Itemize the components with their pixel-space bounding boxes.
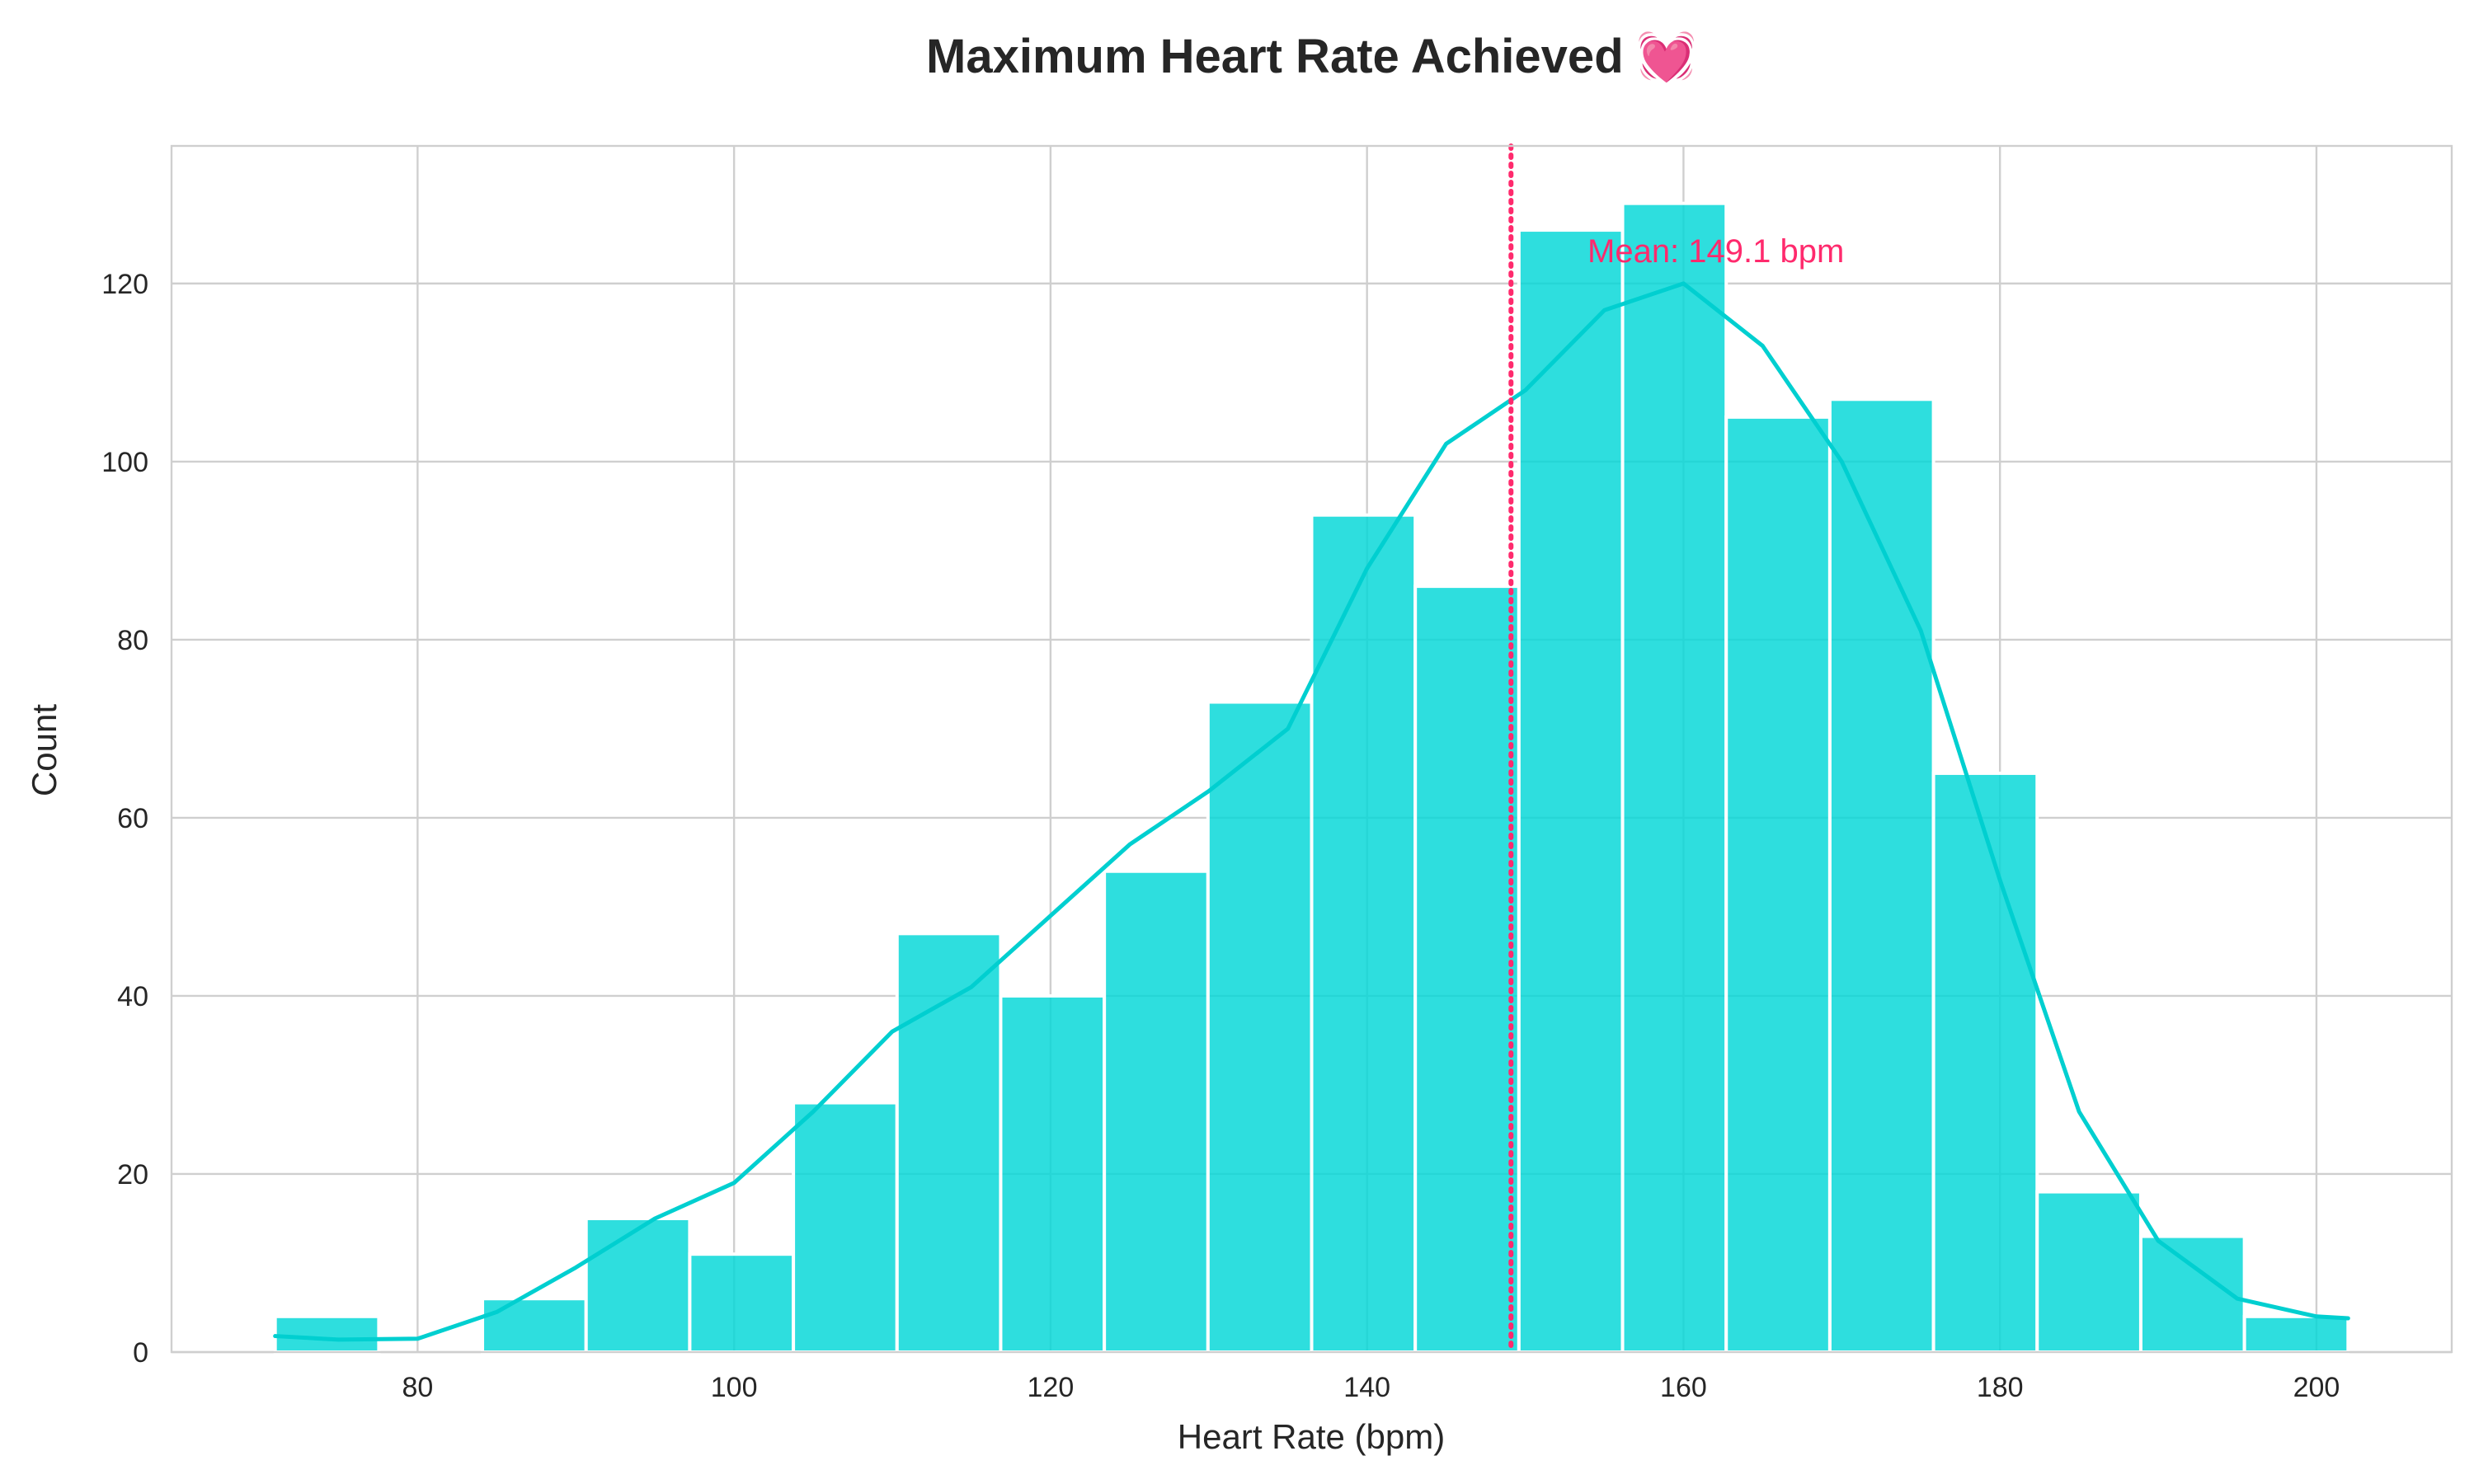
- histogram-bar-19: [2242, 1314, 2350, 1355]
- mean-annotation: Mean: 149.1 bpm: [1587, 233, 1844, 270]
- y-axis-label: Count: [25, 704, 63, 796]
- histogram-bar-6: [895, 932, 1003, 1355]
- histogram-bar-11: [1413, 585, 1521, 1354]
- bars-layer: [273, 201, 2350, 1355]
- histogram-bar-15: [1827, 397, 1935, 1354]
- x-tick-label-140: 140: [1343, 1372, 1390, 1403]
- histogram-bar-9: [1206, 700, 1314, 1354]
- x-tick-label-100: 100: [711, 1372, 758, 1403]
- plot-frame: [170, 144, 2453, 1354]
- histogram-bar-12: [1517, 228, 1625, 1354]
- y-tick-label-120: 120: [101, 269, 148, 300]
- histogram-bar-3: [584, 1216, 692, 1354]
- x-tick-label-80: 80: [402, 1372, 433, 1403]
- x-tick-label-200: 200: [2293, 1372, 2340, 1403]
- x-tick-label-120: 120: [1028, 1372, 1075, 1403]
- histogram-bar-14: [1724, 415, 1832, 1354]
- histogram-bar-10: [1310, 513, 1418, 1354]
- histogram-bar-4: [688, 1252, 796, 1354]
- chart-title: Maximum Heart Rate Achieved 💓: [926, 29, 1696, 83]
- histogram-bar-5: [792, 1101, 899, 1354]
- kde-layer: [273, 281, 2350, 1342]
- histogram-bar-0: [273, 1314, 381, 1355]
- y-tick-label-0: 0: [133, 1337, 148, 1369]
- x-tick-label-180: 180: [1977, 1372, 2024, 1403]
- kde-curve: [273, 281, 2350, 1342]
- y-tick-label-80: 80: [117, 625, 148, 656]
- y-tick-label-60: 60: [117, 803, 148, 834]
- axes-layer: [170, 144, 2453, 1354]
- histogram-bar-16: [1931, 771, 2039, 1354]
- histogram-bar-8: [1103, 869, 1210, 1354]
- histogram-bar-13: [1620, 201, 1729, 1355]
- y-tick-label-20: 20: [117, 1159, 148, 1190]
- histogram-bar-17: [2035, 1190, 2142, 1355]
- y-tick-label-100: 100: [101, 447, 148, 478]
- x-tick-label-160: 160: [1660, 1372, 1707, 1403]
- ticks-layer: 80 100 120 140 160 180 200 0 20 40 60 80 100 120: [101, 269, 2340, 1403]
- histogram-bar-7: [999, 993, 1107, 1354]
- x-axis-label: Heart Rate (bpm): [1178, 1417, 1445, 1456]
- y-tick-label-40: 40: [117, 981, 148, 1012]
- histogram-bar-2: [481, 1297, 588, 1355]
